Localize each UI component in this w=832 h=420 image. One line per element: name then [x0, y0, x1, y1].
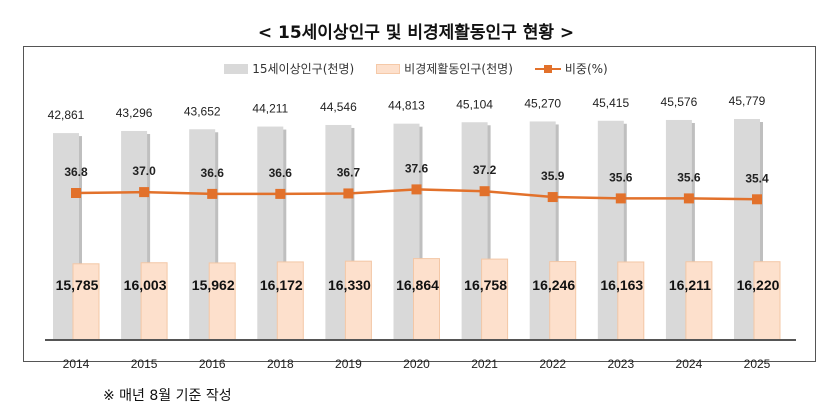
chart-frame [23, 46, 816, 362]
x-tick-label: 2020 [403, 357, 430, 371]
x-tick-label: 2022 [539, 357, 566, 371]
ratio-marker [139, 187, 150, 198]
label-inactive: 16,211 [669, 277, 711, 293]
label-inactive: 16,220 [737, 277, 780, 293]
label-inactive: 15,785 [56, 277, 99, 293]
bar-inactive [413, 258, 440, 341]
label-ratio: 37.6 [405, 161, 429, 175]
label-ratio: 35.4 [745, 171, 769, 185]
bar-inactive [344, 260, 372, 341]
ratio-marker [615, 193, 626, 204]
label-population: 45,576 [661, 95, 698, 109]
ratio-marker [683, 193, 694, 204]
bar-inactive [753, 261, 781, 341]
x-tick-label: 2015 [131, 357, 158, 371]
ratio-marker [207, 188, 218, 199]
label-ratio: 35.9 [541, 169, 565, 183]
chart-title: < 15세이상인구 및 비경제활동인구 현황 > [257, 23, 575, 43]
legend-label: 비중(%) [564, 62, 608, 76]
label-population: 44,813 [388, 99, 425, 113]
label-ratio: 37.2 [473, 163, 497, 177]
ratio-marker [411, 184, 422, 195]
x-tick-label: 2014 [63, 357, 90, 371]
label-population: 45,270 [524, 96, 561, 110]
label-inactive: 16,003 [124, 277, 167, 293]
bar-inactive [208, 262, 236, 341]
ratio-marker [752, 194, 762, 205]
label-population: 43,652 [184, 104, 221, 118]
label-inactive: 15,962 [192, 277, 235, 293]
ratio-marker [479, 186, 490, 197]
legend-item-ratio: 비중(%) [534, 60, 608, 77]
label-population: 45,779 [729, 94, 766, 108]
label-ratio: 35.6 [677, 170, 701, 184]
x-tick-label: 2019 [335, 357, 362, 371]
bar-inactive [72, 263, 100, 341]
label-ratio: 36.6 [201, 166, 225, 180]
x-tick-label: 2016 [199, 357, 226, 371]
label-ratio: 36.7 [337, 165, 361, 179]
x-tick-label: 2021 [471, 357, 498, 371]
x-tick-label: 2018 [267, 357, 294, 371]
bar-inactive [140, 262, 168, 341]
label-inactive: 16,172 [260, 277, 303, 293]
label-population: 44,546 [320, 100, 357, 114]
x-tick-label: 2023 [607, 357, 634, 371]
bar-inactive [276, 261, 304, 341]
footnote: ※ 매년 8월 기준 작성 [103, 388, 232, 404]
bar-inactive [685, 261, 713, 341]
legend-swatch-peach [376, 63, 401, 74]
bar-inactive [549, 261, 577, 341]
label-ratio: 36.8 [64, 165, 88, 179]
x-tick-label: 2024 [676, 357, 703, 371]
label-population: 45,415 [592, 96, 629, 110]
label-ratio: 35.6 [609, 170, 633, 184]
ratio-marker [71, 188, 81, 198]
label-inactive: 16,330 [328, 277, 371, 293]
label-ratio: 36.6 [269, 166, 293, 180]
label-inactive: 16,246 [532, 277, 575, 293]
ratio-marker [547, 192, 558, 203]
legend-item-population: 15세이상인구(천명) [224, 60, 354, 77]
label-population: 44,211 [252, 102, 288, 116]
legend-label: 비경제활동인구(천명) [404, 62, 513, 76]
legend: 15세이상인구(천명) 비경제활동인구(천명) 비중(%) [0, 60, 832, 77]
legend-item-inactive: 비경제활동인구(천명) [376, 60, 513, 77]
legend-label: 15세이상인구(천명) [252, 62, 355, 76]
label-inactive: 16,163 [600, 277, 643, 293]
bar-inactive [481, 258, 509, 341]
ratio-marker [343, 188, 354, 199]
label-ratio: 37.0 [132, 164, 156, 178]
x-tick-label: 2025 [744, 357, 771, 371]
label-inactive: 16,758 [464, 277, 507, 293]
ratio-marker [275, 188, 286, 199]
label-population: 42,861 [48, 108, 85, 122]
label-population: 45,104 [456, 97, 493, 111]
label-inactive: 16,864 [396, 277, 439, 293]
label-population: 43,296 [116, 106, 153, 120]
bar-inactive [617, 261, 645, 341]
legend-swatch-gray [224, 63, 249, 74]
legend-line-marker-icon [534, 64, 561, 73]
